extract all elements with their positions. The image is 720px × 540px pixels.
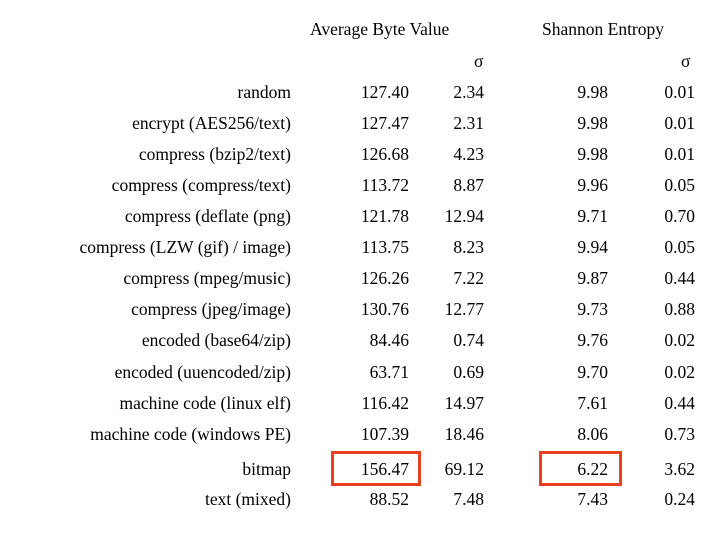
cell-entropy-sigma: 0.05 xyxy=(664,237,695,257)
row-label: compress (mpeg/music) xyxy=(123,268,291,288)
cell-entropy: 9.94 xyxy=(577,237,608,257)
row-label: compress (LZW (gif) / image) xyxy=(79,237,291,257)
header-shannon-entropy: Shannon Entropy xyxy=(542,19,665,39)
cell-average: 116.42 xyxy=(361,393,409,413)
cell-entropy: 9.87 xyxy=(577,268,608,288)
cell-entropy-sigma: 0.73 xyxy=(664,424,695,444)
cell-average: 121.78 xyxy=(360,206,409,226)
cell-average: 127.40 xyxy=(360,82,409,102)
cell-entropy: 9.70 xyxy=(577,362,608,382)
cell-entropy-sigma: 0.44 xyxy=(664,393,695,413)
cell-average-sigma: 69.12 xyxy=(444,459,484,479)
cell-average-sigma: 2.31 xyxy=(453,113,484,133)
cell-entropy-sigma: 0.05 xyxy=(664,175,695,195)
cell-average-sigma: 14.97 xyxy=(444,393,484,413)
cell-entropy-sigma: 3.62 xyxy=(664,459,695,479)
cell-entropy-sigma: 0.01 xyxy=(664,113,695,133)
cell-entropy-sigma: 0.44 xyxy=(664,268,695,288)
row-label: machine code (windows PE) xyxy=(90,424,291,444)
row-label: encrypt (AES256/text) xyxy=(132,113,291,133)
row-label: encoded (base64/zip) xyxy=(141,330,291,350)
cell-entropy-sigma: 0.01 xyxy=(664,82,695,102)
cell-entropy-sigma: 0.02 xyxy=(664,362,695,382)
cell-entropy: 9.76 xyxy=(577,330,608,350)
row-label: machine code (linux elf) xyxy=(119,393,291,413)
cell-average: 127.47 xyxy=(360,113,409,133)
row-label: compress (bzip2/text) xyxy=(138,144,291,164)
cell-entropy: 9.96 xyxy=(577,175,608,195)
cell-average: 156.47 xyxy=(360,459,409,479)
cell-average: 113.72 xyxy=(361,175,409,195)
cell-average-sigma: 0.74 xyxy=(453,330,484,350)
cell-entropy: 9.73 xyxy=(577,299,608,319)
header-sigma-entropy: σ xyxy=(681,51,691,71)
header-sigma-avg: σ xyxy=(474,51,484,71)
cell-average: 84.46 xyxy=(369,330,409,350)
row-label: compress (deflate (png) xyxy=(124,206,291,226)
row-label: encoded (uuencoded/zip) xyxy=(114,362,291,382)
row-label: compress (compress/text) xyxy=(111,175,291,195)
row-label: bitmap xyxy=(242,459,291,479)
cell-entropy-sigma: 0.24 xyxy=(664,489,695,509)
cell-average: 130.76 xyxy=(360,299,409,319)
cell-average: 126.68 xyxy=(360,144,409,164)
cell-average: 107.39 xyxy=(360,424,409,444)
cell-average-sigma: 8.23 xyxy=(453,237,484,257)
cell-average-sigma: 4.23 xyxy=(453,144,484,164)
cell-average-sigma: 7.48 xyxy=(453,489,484,509)
highlight-bitmap-entropy xyxy=(539,451,622,486)
highlight-bitmap-average xyxy=(331,451,421,486)
row-label: random xyxy=(237,82,291,102)
cell-entropy-sigma: 0.70 xyxy=(664,206,695,226)
cell-entropy: 7.61 xyxy=(577,393,608,413)
cell-average-sigma: 2.34 xyxy=(453,82,484,102)
cell-entropy-sigma: 0.01 xyxy=(664,144,695,164)
cell-entropy-sigma: 0.88 xyxy=(664,299,695,319)
row-label: compress (jpeg/image) xyxy=(131,299,291,319)
cell-average: 63.71 xyxy=(369,362,409,382)
row-label: text (mixed) xyxy=(204,489,291,509)
cell-average: 126.26 xyxy=(360,268,409,288)
cell-entropy: 9.71 xyxy=(577,206,608,226)
cell-entropy: 9.98 xyxy=(577,113,608,133)
cell-average-sigma: 7.22 xyxy=(453,268,484,288)
header-average-byte-value: Average Byte Value xyxy=(310,19,450,39)
cell-average: 113.75 xyxy=(361,237,409,257)
cell-average: 88.52 xyxy=(369,489,409,509)
cell-entropy: 9.98 xyxy=(577,82,608,102)
cell-average-sigma: 0.69 xyxy=(453,362,484,382)
cell-entropy: 9.98 xyxy=(577,144,608,164)
cell-average-sigma: 12.94 xyxy=(444,206,484,226)
cell-average-sigma: 12.77 xyxy=(444,299,484,319)
cell-entropy: 8.06 xyxy=(577,424,608,444)
cell-entropy: 6.22 xyxy=(577,459,608,479)
cell-average-sigma: 8.87 xyxy=(453,175,484,195)
cell-entropy: 7.43 xyxy=(577,489,608,509)
cell-average-sigma: 18.46 xyxy=(444,424,484,444)
cell-entropy-sigma: 0.02 xyxy=(664,330,695,350)
